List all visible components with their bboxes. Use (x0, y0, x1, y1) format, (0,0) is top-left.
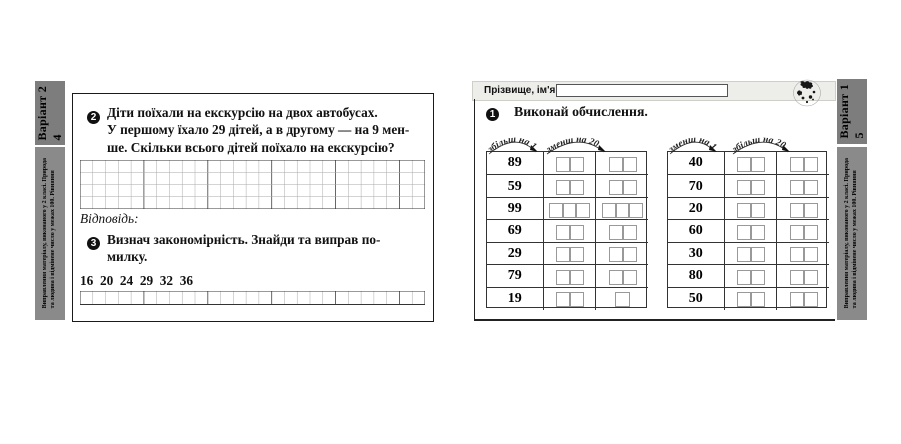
svg-text:збільш на 1: збільш на 1 (486, 135, 538, 156)
svg-text:зменш на 1: зменш на 1 (666, 135, 718, 156)
svg-text:збільш на 20: збільш на 20 (730, 135, 787, 156)
svg-text:зменш на 20: зменш на 20 (544, 135, 600, 156)
